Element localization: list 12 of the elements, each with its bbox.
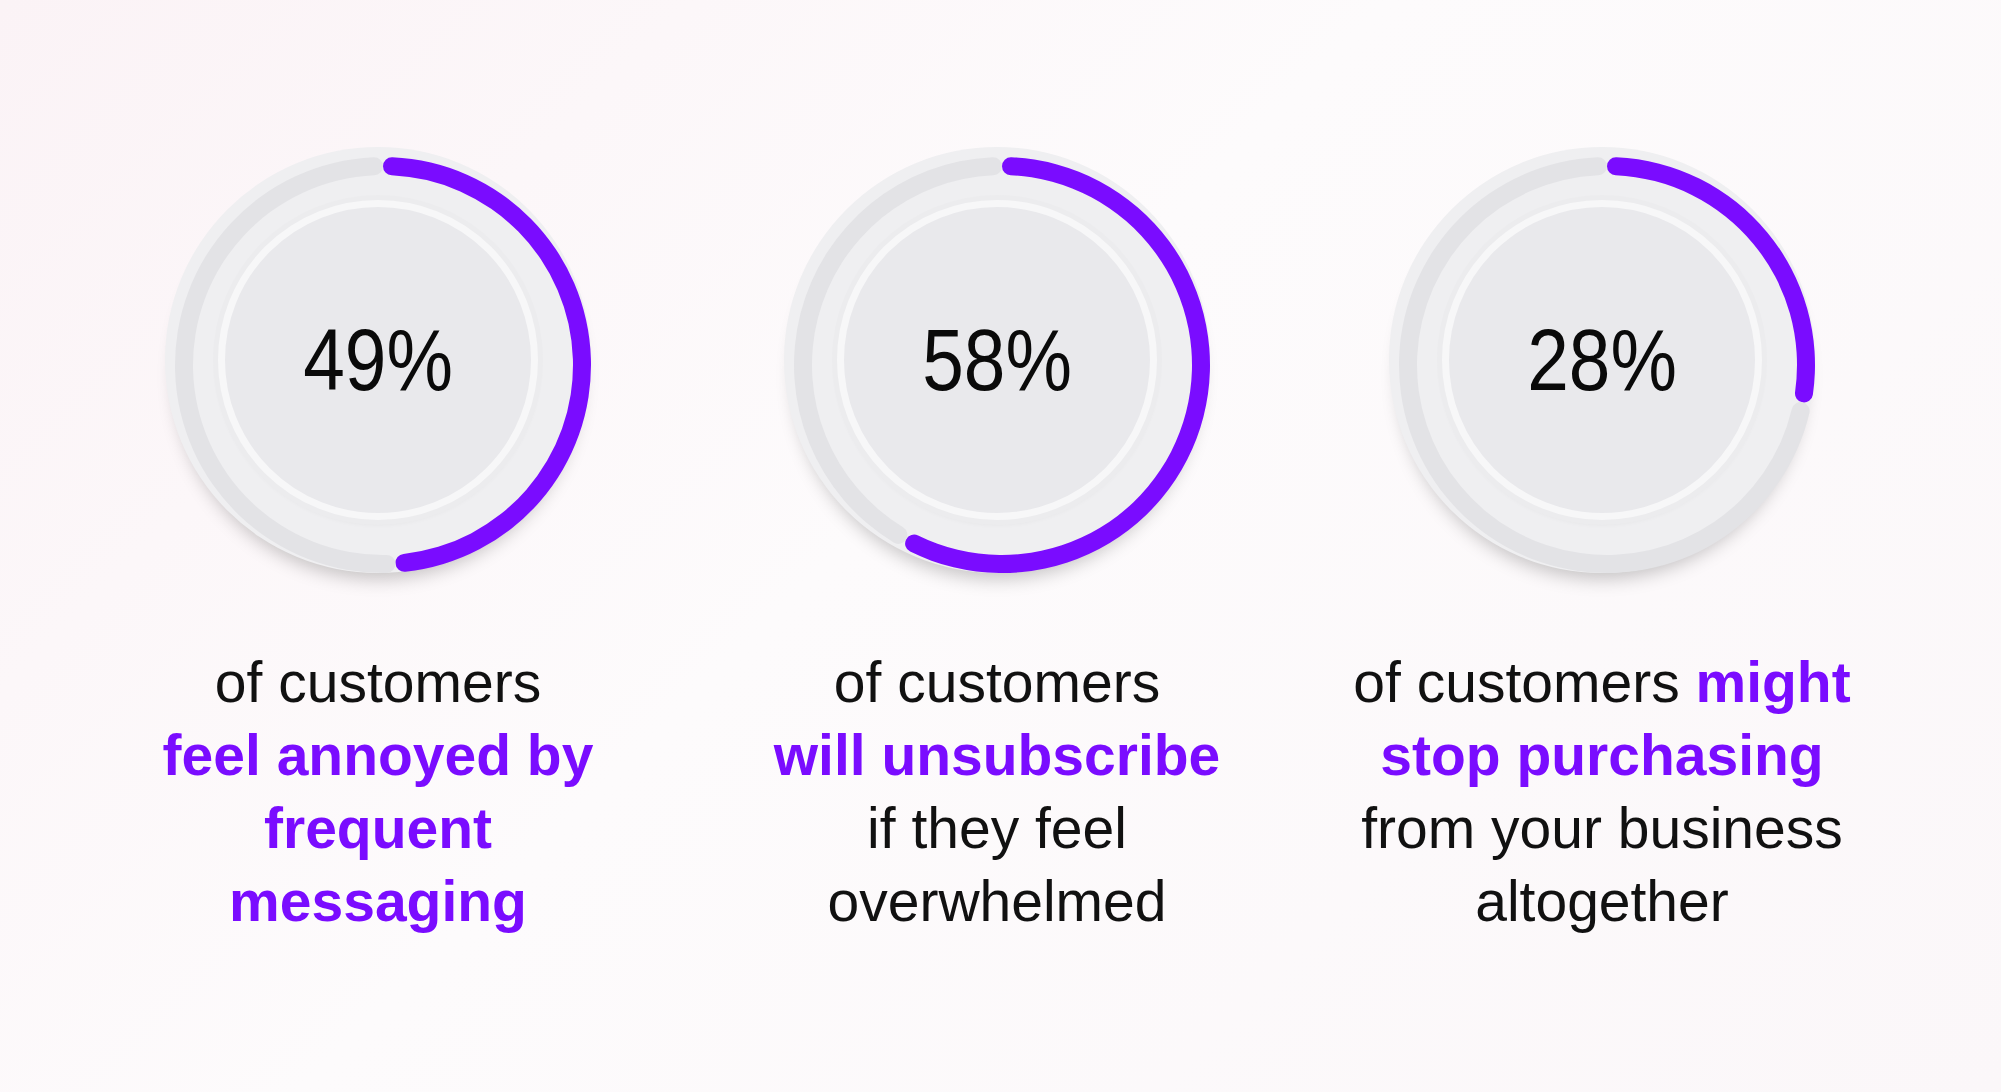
data-label: 58% bbox=[922, 310, 1072, 410]
text: of customers bbox=[1353, 650, 1681, 714]
text: will unsubscribe bbox=[773, 723, 1221, 787]
text: of customers bbox=[214, 650, 542, 714]
text: stop purchasing bbox=[1380, 723, 1824, 787]
text: if they feel overwhelmed bbox=[827, 796, 1167, 933]
data-label: 49% bbox=[303, 310, 453, 410]
text: of customers bbox=[833, 650, 1161, 714]
text: might bbox=[1695, 650, 1851, 714]
text: feel annoyed by frequent messaging bbox=[162, 723, 594, 933]
data-label: 28% bbox=[1527, 310, 1677, 410]
text: from your business altogether bbox=[1361, 796, 1843, 933]
